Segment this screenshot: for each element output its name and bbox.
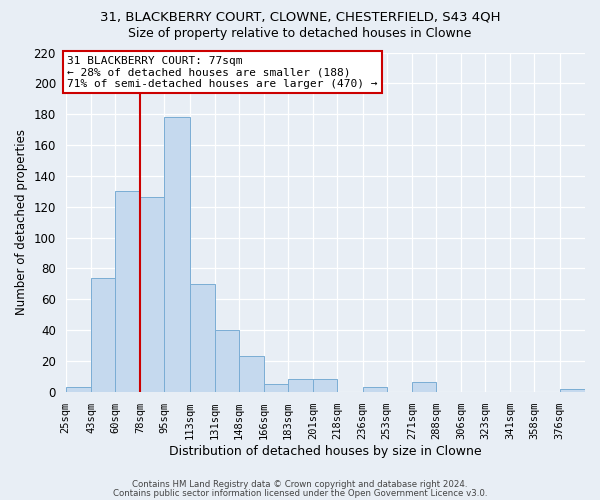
Bar — [412, 382, 436, 392]
Bar — [362, 387, 386, 392]
Text: Contains HM Land Registry data © Crown copyright and database right 2024.: Contains HM Land Registry data © Crown c… — [132, 480, 468, 489]
Text: 31 BLACKBERRY COURT: 77sqm
← 28% of detached houses are smaller (188)
71% of sem: 31 BLACKBERRY COURT: 77sqm ← 28% of deta… — [67, 56, 377, 89]
Bar — [115, 192, 140, 392]
Bar — [190, 284, 215, 392]
Text: 31, BLACKBERRY COURT, CLOWNE, CHESTERFIELD, S43 4QH: 31, BLACKBERRY COURT, CLOWNE, CHESTERFIE… — [100, 10, 500, 23]
Bar — [313, 380, 337, 392]
Bar — [140, 198, 164, 392]
Bar — [288, 380, 313, 392]
Y-axis label: Number of detached properties: Number of detached properties — [15, 129, 28, 315]
Bar — [560, 388, 585, 392]
Bar — [65, 387, 91, 392]
Bar — [264, 384, 288, 392]
Text: Size of property relative to detached houses in Clowne: Size of property relative to detached ho… — [128, 28, 472, 40]
Bar — [164, 118, 190, 392]
Bar — [215, 330, 239, 392]
X-axis label: Distribution of detached houses by size in Clowne: Distribution of detached houses by size … — [169, 444, 482, 458]
Text: Contains public sector information licensed under the Open Government Licence v3: Contains public sector information licen… — [113, 488, 487, 498]
Bar — [239, 356, 264, 392]
Bar — [91, 278, 115, 392]
